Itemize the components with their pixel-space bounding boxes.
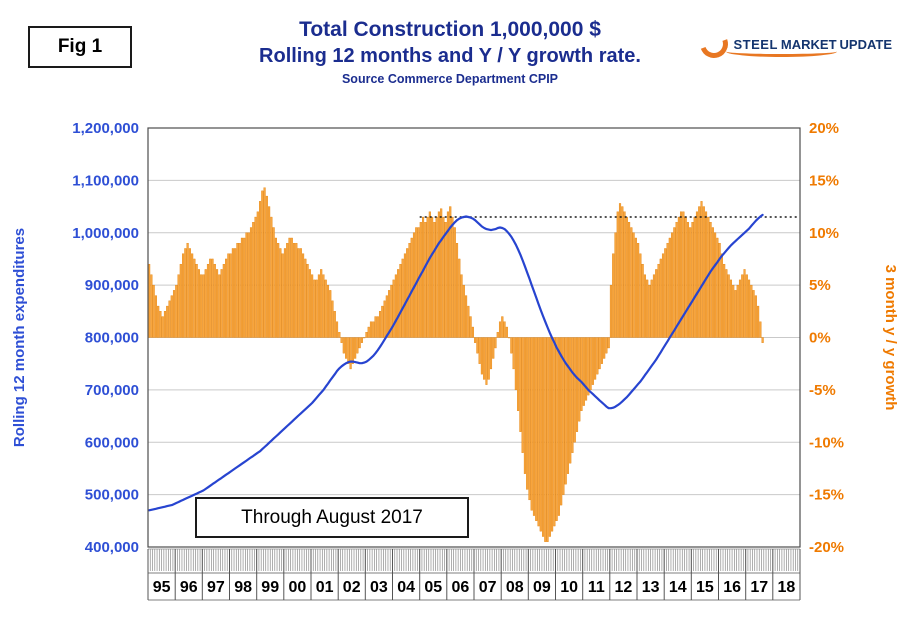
construction-combo-chart: 95 96 97 98 99 00 01 02 03 04 05 06 07 08 09 10 11 12 13 14… [11, 120, 899, 601]
svg-text:700,000: 700,000 [85, 382, 139, 399]
chart-source-line: Source Commerce Department CPIP [341, 72, 559, 87]
svg-text:99: 99 [261, 579, 279, 596]
svg-text:09: 09 [533, 579, 551, 596]
svg-text:95: 95 [153, 579, 171, 596]
svg-text:3 month y / y growth: 3 month y / y growth [882, 265, 899, 411]
logo-word-update: UPDATE [839, 36, 892, 52]
svg-text:-15%: -15% [809, 487, 844, 504]
chart-title-line1: Total Construction 1,000,000 $ [299, 18, 601, 41]
svg-text:13: 13 [642, 579, 660, 596]
svg-text:01: 01 [316, 579, 334, 596]
right-axis-tick-labels: -20% -15% -10% -5% 0% 5% 10% 15% 20% [809, 120, 844, 556]
svg-text:00: 00 [289, 579, 307, 596]
svg-text:04: 04 [397, 579, 415, 596]
through-date-label-box: Through August 2017 [195, 497, 469, 538]
svg-text:900,000: 900,000 [85, 277, 139, 294]
svg-text:02: 02 [343, 579, 361, 596]
svg-text:0%: 0% [809, 330, 831, 347]
growth-bars [148, 187, 764, 542]
svg-text:97: 97 [207, 579, 225, 596]
svg-text:11: 11 [588, 579, 605, 596]
figure-label: Fig 1 [57, 36, 103, 57]
smu-swoosh-icon [694, 25, 733, 63]
year-axis-labels: 95 96 97 98 99 00 01 02 03 04 05 06 07 08 09 10 11 12 13 14… [147, 549, 801, 600]
svg-text:1,200,000: 1,200,000 [72, 120, 139, 137]
logo-word-steel: STEEL [733, 36, 778, 52]
svg-text:03: 03 [370, 579, 388, 596]
svg-text:-10%: -10% [809, 434, 844, 451]
figure-label-box: Fig 1 [28, 26, 132, 68]
smu-logo-text: STEEL MARKET UPDATE [725, 36, 892, 57]
chart-area: 95 96 97 98 99 00 01 02 03 04 05 06 07 08 09 10 11 12 13 14… [0, 105, 910, 622]
svg-text:5%: 5% [809, 277, 831, 294]
chart-title-block: Total Construction 1,000,000 $ Rolling 1… [150, 16, 750, 86]
svg-text:20%: 20% [809, 120, 839, 137]
svg-text:-5%: -5% [809, 382, 836, 399]
logo-word-market: MARKET [780, 36, 837, 52]
svg-text:15%: 15% [809, 172, 839, 189]
svg-text:18: 18 [778, 579, 796, 596]
smu-logo: STEEL MARKET UPDATE [694, 25, 892, 63]
svg-text:98: 98 [234, 579, 252, 596]
svg-text:12: 12 [615, 579, 633, 596]
svg-text:05: 05 [424, 579, 442, 596]
svg-text:500,000: 500,000 [85, 487, 139, 504]
svg-text:08: 08 [506, 579, 524, 596]
expenditure-line [148, 213, 764, 512]
svg-text:1,100,000: 1,100,000 [72, 172, 139, 189]
svg-text:15: 15 [696, 579, 714, 596]
svg-text:600,000: 600,000 [85, 434, 139, 451]
svg-text:10%: 10% [809, 225, 839, 242]
svg-text:06: 06 [452, 579, 470, 596]
svg-text:10: 10 [560, 579, 578, 596]
svg-text:-20%: -20% [809, 539, 844, 556]
left-axis-tick-labels: 400,000 500,000 600,000 700,000 800,000 900,0… [72, 120, 139, 556]
svg-text:14: 14 [669, 579, 687, 596]
svg-text:400,000: 400,000 [85, 539, 139, 556]
svg-text:96: 96 [180, 579, 198, 596]
svg-text:800,000: 800,000 [85, 330, 139, 347]
through-date-text: Through August 2017 [241, 506, 423, 528]
svg-text:1,000,000: 1,000,000 [72, 225, 139, 242]
svg-text:16: 16 [723, 579, 741, 596]
svg-text:07: 07 [479, 579, 497, 596]
axis-titles: Rolling 12 month expenditures 3 month y /… [11, 228, 899, 447]
plot-border [147, 127, 801, 548]
svg-text:Rolling 12 month expenditures: Rolling 12 month expenditures [11, 228, 28, 447]
svg-text:17: 17 [750, 579, 768, 596]
chart-title-line2: Rolling 12 months and Y / Y growth rate. [259, 45, 641, 68]
